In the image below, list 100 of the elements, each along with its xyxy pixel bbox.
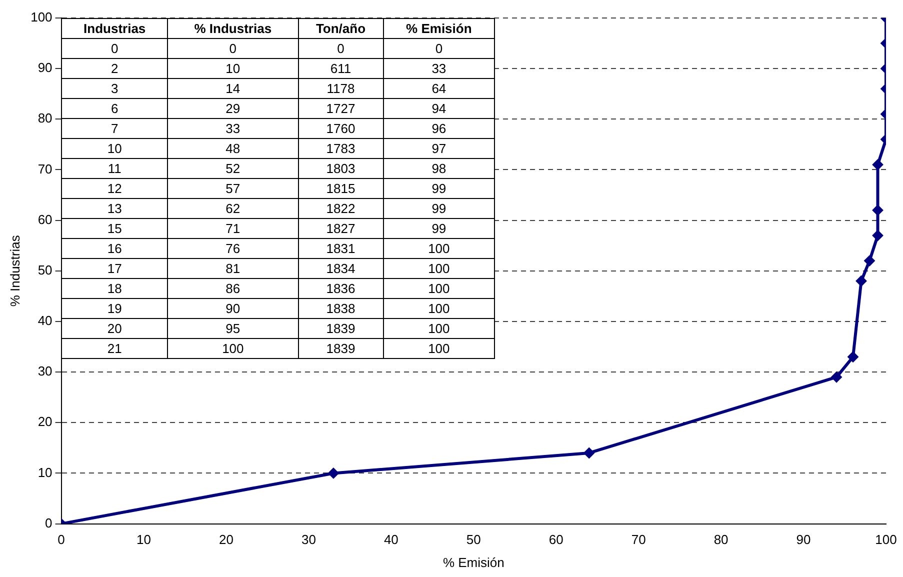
annotation: 94 — [383, 98, 495, 118]
point — [864, 255, 876, 266]
annotation: 1839 — [298, 338, 384, 358]
point — [848, 351, 859, 362]
annotation: 64 — [383, 78, 495, 98]
annotation: 86 — [167, 278, 298, 298]
annotation: 1783 — [298, 138, 384, 158]
annotation: 16 — [62, 238, 168, 258]
y-tick-label: 0 — [45, 515, 52, 530]
annotation: 1827 — [298, 218, 384, 238]
x-tick-label: 20 — [219, 532, 234, 548]
annotation: 10 — [62, 138, 168, 158]
annotation: 99 — [383, 198, 495, 218]
annotation: 19 — [62, 298, 168, 318]
annotation: 33 — [383, 58, 495, 78]
annotation: 81 — [167, 258, 298, 278]
y-tick-label: 50 — [38, 262, 52, 278]
y-tick-label: 100 — [30, 10, 52, 25]
annotation: 98 — [383, 158, 495, 178]
annotation: 3 — [62, 78, 168, 98]
annotation: 100 — [383, 318, 495, 338]
y-tick-label: 60 — [38, 212, 52, 227]
annotation: 1803 — [298, 158, 384, 178]
y-tick-label: 10 — [38, 464, 52, 480]
annotation: 100 — [383, 278, 495, 298]
x-tick-label: 30 — [301, 532, 316, 548]
x-tick-label: 0 — [58, 532, 65, 548]
annotation: 100 — [383, 338, 495, 358]
annotation: 2 — [62, 58, 168, 78]
annotation: 100 — [383, 298, 495, 318]
annotation: 48 — [167, 138, 298, 158]
point — [831, 372, 842, 383]
x-tick-label: 40 — [384, 532, 398, 548]
annotation: 13 — [62, 198, 168, 218]
annotation: 0 — [298, 38, 384, 58]
annotation: 20 — [62, 318, 168, 338]
y-tick-label: 40 — [38, 313, 52, 328]
x-tick-label: 90 — [796, 532, 811, 548]
y-tick-label: 80 — [38, 110, 52, 126]
point — [856, 276, 867, 287]
annotation: 1760 — [298, 118, 384, 138]
annotation: 18 — [62, 278, 168, 298]
annotation: 14 — [167, 78, 298, 98]
annotation: 90 — [167, 298, 298, 318]
annotation: 99 — [383, 178, 495, 198]
annotation: 1815 — [298, 178, 384, 198]
category-label: % Industrias — [167, 18, 298, 38]
annotation: 52 — [167, 158, 298, 178]
annotation: 99 — [383, 218, 495, 238]
annotation: 10 — [167, 58, 298, 78]
category-label: Ton/año — [298, 18, 384, 38]
annotation: 6 — [62, 98, 168, 118]
annotation: 1838 — [298, 298, 384, 318]
x-tick-label: 10 — [136, 532, 151, 548]
x-axis-title: % Emisión — [442, 554, 504, 570]
annotation: 611 — [298, 58, 384, 78]
annotation: 15 — [62, 218, 168, 238]
point — [872, 204, 884, 216]
point — [328, 468, 339, 479]
annotation: 1822 — [298, 198, 384, 218]
point — [872, 159, 884, 170]
x-tick-label: 80 — [714, 532, 728, 548]
annotation: 57 — [167, 178, 298, 198]
annotation: 12 — [62, 178, 168, 198]
annotation: 1836 — [298, 278, 384, 298]
annotation: 29 — [167, 98, 298, 118]
x-tick-label: 60 — [548, 532, 564, 548]
annotation: 7 — [62, 118, 168, 138]
annotation: 0 — [167, 38, 298, 58]
category-label: % Emisión — [383, 18, 495, 38]
y-tick-label: 30 — [38, 364, 52, 379]
y-tick-label: 20 — [38, 414, 52, 430]
y-axis-title: % Industrias — [7, 234, 22, 307]
x-tick-label: 100 — [875, 532, 897, 548]
point — [584, 447, 595, 458]
annotation: 71 — [167, 218, 298, 238]
annotation: 11 — [62, 158, 168, 178]
annotation: 1839 — [298, 318, 384, 338]
annotation: 1834 — [298, 258, 384, 278]
annotation: 1831 — [298, 238, 384, 258]
annotation: 96 — [383, 118, 495, 138]
y-tick-label: 90 — [38, 60, 52, 76]
annotation: 62 — [167, 198, 298, 218]
point — [872, 230, 884, 241]
x-tick-label: 50 — [466, 532, 481, 548]
annotation: 95 — [167, 318, 298, 338]
annotation: 97 — [383, 138, 495, 158]
annotation: 0 — [62, 38, 168, 58]
annotation: 1727 — [298, 98, 384, 118]
annotation: 100 — [383, 238, 495, 258]
x-tick-label: 70 — [631, 532, 646, 548]
annotation: 33 — [167, 118, 298, 138]
annotation: 100 — [167, 338, 298, 358]
annotation: 100 — [383, 258, 495, 278]
annotation: 1178 — [298, 78, 384, 98]
annotation: 17 — [62, 258, 168, 278]
annotation: 0 — [383, 38, 495, 58]
y-tick-label: 70 — [38, 161, 52, 176]
category-label: Industrias — [62, 18, 168, 38]
annotation: 21 — [62, 338, 168, 358]
